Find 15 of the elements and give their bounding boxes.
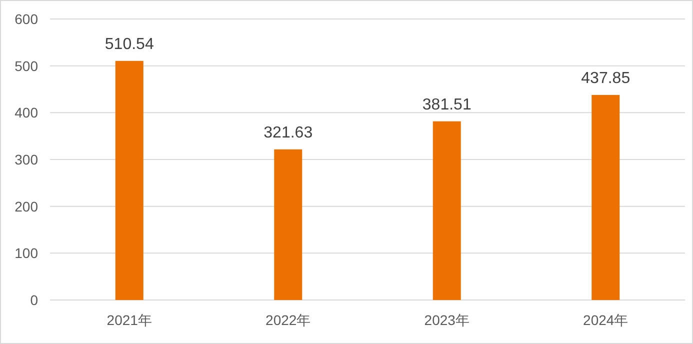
data-label: 510.54 (104, 36, 154, 53)
y-tick-label: 500 (14, 58, 38, 74)
x-tick-label: 2021年 (106, 312, 152, 328)
x-tick-label: 2022年 (266, 312, 311, 328)
data-label: 381.51 (422, 96, 472, 114)
data-label: 437.85 (581, 70, 630, 87)
y-tick-label: 200 (14, 198, 38, 214)
y-tick-label: 400 (14, 104, 38, 121)
y-tick-label: 100 (14, 245, 38, 262)
x-tick-label: 2024年 (583, 312, 628, 328)
y-tick-label: 600 (14, 11, 38, 27)
x-tick-label: 2023年 (424, 312, 470, 328)
data-label: 321.63 (264, 124, 313, 142)
y-tick-label: 0 (30, 292, 38, 308)
y-tick-label: 300 (14, 152, 38, 168)
